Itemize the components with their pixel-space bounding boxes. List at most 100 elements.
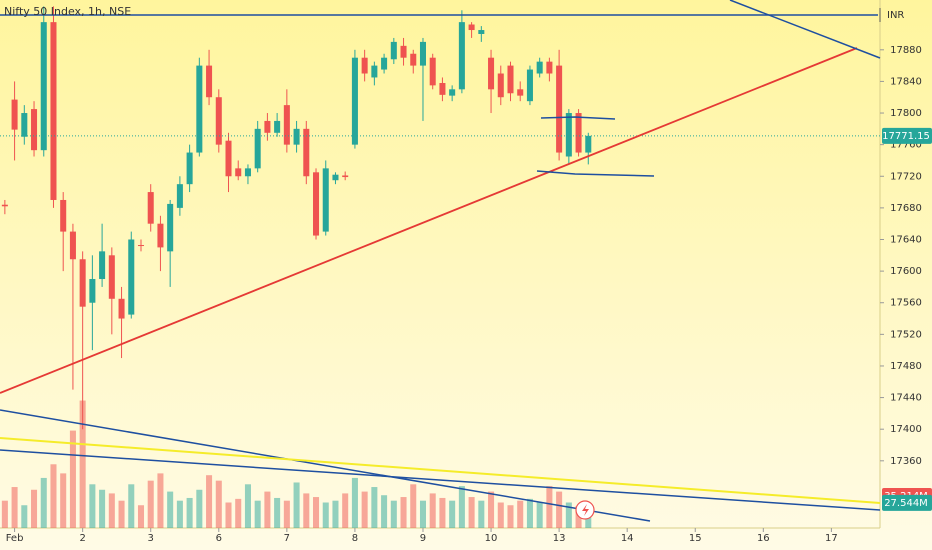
volume-bar (497, 502, 504, 528)
currency-label: INR (887, 10, 904, 21)
volume-bar (429, 493, 436, 528)
candle-body (419, 41, 426, 66)
volume-bar (361, 491, 368, 528)
drawing (540, 116, 616, 120)
y-tick-label: 17600 (890, 266, 922, 277)
candle-body (254, 128, 261, 169)
x-tick-label: 16 (757, 533, 770, 544)
last-price-badge (882, 127, 932, 144)
volume-bar (99, 489, 106, 528)
trend-line (0, 47, 858, 394)
plot (0, 6, 884, 532)
x-tick-label: 6 (216, 533, 222, 544)
volume-bar (526, 498, 533, 528)
candle-body (196, 65, 203, 153)
candle-body (478, 30, 485, 34)
y-tick-label: 17800 (890, 108, 922, 119)
volume-badge (882, 494, 932, 511)
volume-bar (410, 484, 417, 528)
volume-bar (264, 491, 271, 528)
volume-bar (439, 497, 446, 528)
candle-body (79, 259, 86, 307)
volume-bar (147, 480, 154, 528)
volume-bar (565, 502, 572, 528)
volume-bar (351, 477, 358, 528)
x-tick-label: 9 (420, 533, 426, 544)
candle-body (283, 105, 290, 145)
candle-body (293, 128, 300, 145)
volume-bar (50, 464, 57, 528)
candle-body (235, 168, 242, 177)
volume-bar (322, 502, 329, 528)
candle-body (274, 120, 281, 133)
candle-body (381, 57, 388, 70)
volume-badge-label: 27.544M (884, 498, 928, 509)
candle-body (390, 41, 397, 60)
volume-bar (60, 473, 67, 528)
candle-body (118, 298, 125, 319)
volume-bar (293, 482, 300, 528)
candle-body (1, 204, 8, 207)
x-tick-label: Feb (6, 533, 24, 544)
candle-body (371, 65, 378, 78)
x-tick-label: 14 (621, 533, 634, 544)
candle-body (60, 199, 67, 232)
candle-body (186, 152, 193, 185)
candle-body (488, 57, 495, 90)
candle-body (206, 65, 213, 98)
volume-bar (254, 500, 261, 528)
volume-bar (419, 500, 426, 528)
candle-body (342, 175, 349, 178)
candle-body (313, 172, 320, 236)
volume-bar (449, 500, 456, 528)
candle-body (400, 45, 407, 58)
candle-body (89, 279, 96, 303)
volume-bar (458, 486, 465, 528)
candle-body (147, 192, 154, 224)
candle-body (429, 57, 436, 86)
volume-bar (137, 505, 145, 528)
x-tick-label: 3 (148, 533, 154, 544)
trend-line (0, 409, 651, 522)
drawing (536, 170, 655, 177)
x-tick-label: 7 (284, 533, 290, 544)
volume-bar (536, 502, 543, 528)
volume-bar (21, 505, 28, 528)
volume-bar (206, 475, 213, 528)
volume-bar (186, 497, 193, 528)
volume-bar (118, 500, 125, 528)
volume-bar (390, 500, 397, 528)
candle-body (50, 22, 57, 200)
volume-bar (167, 491, 174, 528)
y-tick-label: 17400 (890, 424, 922, 435)
candle-body (69, 231, 76, 260)
volume-bar (517, 500, 524, 528)
volume-bar (108, 493, 115, 528)
candle-body (507, 65, 514, 94)
y-tick-label: 17840 (890, 76, 922, 87)
candle-body (157, 223, 164, 248)
volume-bar (31, 489, 38, 528)
x-tick-label: 17 (825, 533, 838, 544)
trend-line (729, 0, 881, 59)
x-tick-label: 15 (689, 533, 702, 544)
x-tick-label: 8 (352, 533, 358, 544)
y-tick-label: 17880 (890, 45, 922, 56)
volume-bar (468, 497, 475, 528)
volume-bar (89, 484, 96, 528)
volume-bar (342, 493, 349, 528)
volume-bar (244, 484, 251, 528)
x-tick-label: 10 (485, 533, 498, 544)
volume-bar (1, 500, 8, 528)
last-price-label: 17771.15 (882, 131, 930, 142)
candle-body (244, 168, 251, 177)
volume-bar (488, 491, 495, 528)
x-tick-label: 13 (553, 533, 566, 544)
volume-bar (313, 497, 320, 528)
volume-bar (546, 486, 553, 528)
volume-bar (215, 480, 222, 528)
volume-bar (196, 489, 203, 528)
candle-body (167, 203, 174, 252)
